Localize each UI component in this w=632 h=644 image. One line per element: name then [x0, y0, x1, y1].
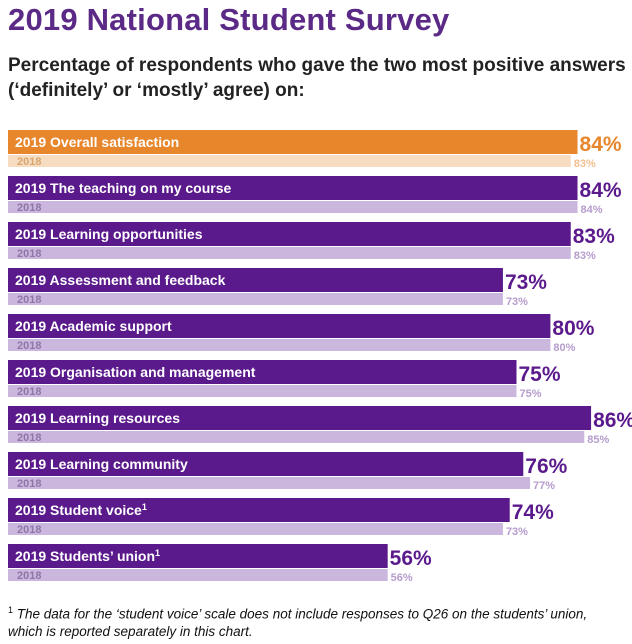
bar-2019 — [8, 222, 571, 246]
value-label-2019: 80% — [552, 317, 594, 340]
bar-2019 — [8, 176, 578, 200]
bar-label-2018: 2018 — [17, 248, 41, 260]
bar-2019 — [8, 452, 524, 476]
value-label-2019: 73% — [505, 271, 547, 294]
bar-label-2018: 2018 — [17, 432, 41, 444]
bar-label-2019: 2019 Overall satisfaction — [15, 134, 179, 150]
bar-2018 — [8, 523, 503, 535]
bar-label-2019: 2019 Learning community — [15, 456, 188, 472]
bar-label-2019: 2019 Assessment and feedback — [15, 272, 226, 288]
bar-2018 — [8, 247, 571, 259]
footnote: 1 The data for the ‘student voice’ scale… — [8, 602, 608, 640]
bar-label-2019: 2019 Students’ union1 — [15, 548, 160, 564]
bar-2018 — [8, 201, 578, 213]
bar-label-2018: 2018 — [17, 386, 41, 398]
value-label-2018: 83% — [574, 250, 596, 262]
value-label-2018: 84% — [581, 204, 603, 216]
footnote-marker: 1 — [8, 605, 14, 615]
chart-title: 2019 National Student Survey — [8, 2, 450, 37]
value-label-2018: 80% — [553, 342, 575, 354]
value-label-2019: 84% — [580, 133, 622, 156]
value-label-2018: 73% — [506, 526, 528, 538]
bar-label-2019: 2019 Learning resources — [15, 410, 180, 426]
bar-2018 — [8, 385, 517, 397]
value-label-2019: 75% — [519, 363, 561, 386]
bar-2018 — [8, 431, 585, 443]
value-label-2019: 84% — [580, 179, 622, 202]
value-label-2018: 75% — [520, 388, 542, 400]
bar-2019 — [8, 360, 517, 384]
value-label-2019: 56% — [390, 547, 432, 570]
bar-label-2019: 2019 Learning opportunities — [15, 226, 203, 242]
bar-label-2019: 2019 Organisation and management — [15, 364, 256, 380]
bar-label-2018: 2018 — [17, 524, 41, 536]
bar-label-2018: 2018 — [17, 202, 41, 214]
value-label-2019: 83% — [573, 225, 615, 248]
value-label-2019: 86% — [593, 409, 632, 432]
bar-2019 — [8, 544, 388, 568]
bar-label-2018: 2018 — [17, 478, 41, 490]
bar-chart: 2019 Overall satisfaction 2018 84% 83% 2019 … — [8, 130, 632, 584]
bar-2018 — [8, 293, 503, 305]
bar-2018 — [8, 569, 388, 581]
bar-label-2019: 2019 Academic support — [15, 318, 172, 334]
bar-label-2019: 2019 Student voice1 — [15, 502, 147, 518]
footnote-text: The data for the ‘student voice’ scale d… — [8, 606, 588, 639]
chart-subtitle: Percentage of respondents who gave the t… — [8, 55, 626, 101]
value-label-2019: 74% — [512, 501, 554, 524]
value-label-2018: 83% — [574, 158, 596, 170]
bar-label-2018: 2018 — [17, 340, 41, 352]
bar-label-2018: 2018 — [17, 294, 41, 306]
bar-2018 — [8, 339, 551, 351]
value-label-2018: 73% — [506, 296, 528, 308]
bar-2018 — [8, 477, 531, 489]
bar-2019 — [8, 498, 510, 522]
bar-2019 — [8, 130, 578, 154]
bar-label-2019: 2019 The teaching on my course — [15, 180, 232, 196]
bar-label-2018: 2018 — [17, 570, 41, 582]
bar-2019 — [8, 314, 551, 338]
bar-2019 — [8, 268, 503, 292]
value-label-2018: 77% — [533, 480, 555, 492]
value-label-2019: 76% — [525, 455, 567, 478]
value-label-2018: 56% — [391, 572, 413, 584]
value-label-2018: 85% — [587, 434, 609, 446]
bar-2019 — [8, 406, 592, 430]
bar-label-2018: 2018 — [17, 156, 41, 168]
bar-2018 — [8, 155, 571, 167]
